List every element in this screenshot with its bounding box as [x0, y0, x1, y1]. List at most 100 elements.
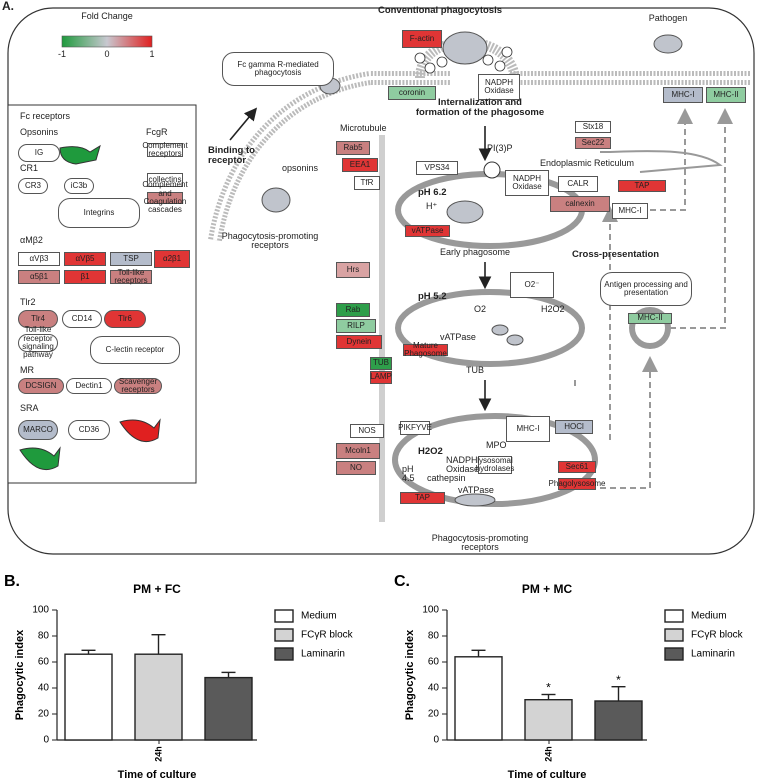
diagram-label: TAP	[400, 492, 445, 504]
legend-label: Medium	[301, 611, 337, 622]
diagram-label: MPO	[486, 440, 507, 450]
fold-change-scale	[61, 35, 153, 48]
diagram-label: Stx18	[575, 121, 611, 133]
legend-swatch	[274, 628, 294, 642]
diagram-label: TAP	[618, 180, 666, 192]
y-tick-label: 0	[43, 735, 49, 746]
diagram-label: CR3	[18, 178, 48, 194]
legend-label: Laminarin	[301, 649, 345, 660]
bar	[454, 656, 503, 741]
diagram-label: Tlr4	[18, 310, 58, 328]
diagram-label: SRA	[20, 403, 39, 413]
significance: *	[546, 681, 551, 695]
diagram-label: vATPase	[458, 485, 494, 495]
legend-label: Laminarin	[691, 649, 735, 660]
diagram-label: αVβ3	[18, 252, 60, 266]
diagram-label: CR1	[20, 163, 39, 173]
diagram-label: FcgR	[146, 127, 168, 137]
y-tick-label: 100	[422, 605, 439, 616]
bar	[594, 700, 643, 741]
diagram-label: collectins	[147, 173, 183, 187]
membrane-core	[213, 76, 750, 241]
bar	[64, 653, 113, 741]
diagram-label: C-lectin receptor	[90, 336, 180, 364]
diagram-label: O2⁻	[510, 272, 554, 298]
diagram-label: β1	[64, 270, 106, 284]
y-axis-label: Phagocytic index	[14, 629, 26, 720]
y-tick-label: 40	[38, 683, 50, 694]
diagram-label: Fc gamma R-mediated phagocytosis	[222, 52, 334, 86]
y-tick-label: 60	[428, 657, 440, 668]
y-axis-label: Phagocytic index	[404, 629, 416, 720]
diagram-label: Toll-like receptor signaling pathway	[18, 326, 58, 359]
diagram-label: Toll-like receptors	[110, 268, 152, 285]
diagram-label: NO	[336, 461, 376, 475]
diagram-label: Integrins	[58, 198, 140, 228]
diagram-label: CD36	[68, 420, 110, 440]
diagram-label: Phagocytosis-promoting receptors	[221, 231, 319, 251]
mature-phagosome	[395, 289, 585, 367]
scavenger-shape	[19, 446, 61, 470]
diagram-label: H⁺	[426, 201, 438, 211]
diagram-label: NOS	[350, 424, 384, 438]
diagram-label: Dynein	[336, 335, 382, 349]
diagram-label: MARCO	[18, 420, 58, 440]
diagram-label: TfR	[354, 176, 380, 190]
cargo	[446, 200, 484, 224]
diagram-label: Phagocytosis-promoting receptors	[431, 533, 529, 553]
x-axis-label: Time of culture	[118, 769, 197, 781]
diagram-label: lysosomal hydrolases	[475, 455, 515, 474]
diagram-label: Rab5	[336, 141, 370, 155]
diagram-label: Rab	[336, 303, 370, 317]
diagram-label: H2O2	[418, 446, 443, 457]
arrows	[229, 107, 492, 412]
y-tick-label: 40	[428, 683, 440, 694]
diagram-label: RILP	[336, 319, 376, 333]
y-tick-label: 20	[38, 709, 50, 720]
diagram-label: -1	[57, 49, 66, 59]
diagram-label: Tlr2	[20, 297, 36, 307]
diagram-label: Microtubule	[340, 123, 387, 133]
bar	[204, 676, 253, 741]
x-tick-label: 24h	[153, 746, 163, 762]
diagram-label: Fc receptors	[20, 111, 71, 121]
diagram-label: pH 6.2	[418, 187, 447, 198]
legend-swatch	[274, 647, 294, 661]
diagram-label: opsonins	[282, 163, 319, 173]
diagram-label: MHC-I	[663, 87, 703, 103]
diagram-label: Scavenger receptors	[114, 377, 162, 394]
diagram-label: TSP	[110, 252, 152, 266]
actin-beads	[414, 46, 513, 74]
diagram-label: TUB	[466, 365, 484, 375]
diagram-label: NADPH Oxidase	[505, 170, 549, 196]
chart-title: PM + FC	[133, 582, 181, 596]
er-outline	[600, 150, 723, 173]
y-tick-label: 80	[428, 631, 440, 642]
panel-label: B.	[4, 573, 20, 590]
diagram-label: PI(3)P	[487, 143, 513, 153]
diagram-label: 0	[104, 49, 110, 59]
diagram-label: A.	[2, 0, 14, 13]
diagram-label: pH 5.2	[418, 291, 447, 302]
diagram-label: Conventional phagocytosis	[377, 5, 503, 16]
significance: *	[616, 673, 621, 687]
diagram-label: iC3b	[64, 178, 94, 194]
diagram-label: MHC-II	[628, 313, 672, 324]
diagram-label: MR	[20, 365, 34, 375]
diagram-label: vATPase	[440, 332, 476, 342]
diagram-label: Sec22	[575, 137, 611, 149]
legend-swatch	[664, 609, 684, 623]
pathogen	[653, 34, 683, 54]
scavenger-shape	[119, 418, 161, 442]
diagram-label: Mature Phagosome	[403, 340, 448, 358]
y-tick-label: 100	[32, 605, 49, 616]
diagram-label: O2	[474, 304, 487, 314]
diagram-label: Complement and Coagulation cascades	[142, 181, 187, 215]
diagram-label: MHC-I	[506, 416, 550, 442]
bar	[134, 653, 183, 741]
diagram-label: Tlr6	[104, 310, 146, 328]
diagram-label: vATPase	[405, 225, 450, 237]
diagram-label: NADPH Oxidase	[478, 74, 520, 100]
bar	[524, 699, 573, 741]
